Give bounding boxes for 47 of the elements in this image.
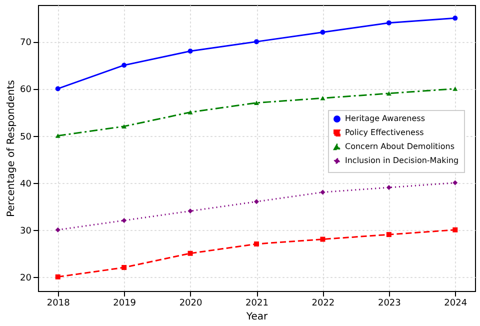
point bbox=[55, 86, 60, 92]
point bbox=[320, 236, 326, 242]
point bbox=[188, 48, 193, 54]
x-tick-label: 2021 bbox=[246, 298, 268, 308]
point bbox=[254, 39, 259, 44]
x-tick-label: 2019 bbox=[113, 298, 136, 308]
point bbox=[452, 16, 458, 21]
point bbox=[55, 274, 60, 280]
point bbox=[254, 199, 259, 204]
point bbox=[452, 227, 458, 232]
point bbox=[254, 241, 259, 246]
point bbox=[452, 86, 458, 91]
point bbox=[452, 180, 458, 186]
legend-label: Heritage Awareness bbox=[345, 114, 425, 123]
point bbox=[122, 218, 127, 223]
x-axis-title: Year bbox=[245, 312, 268, 322]
point bbox=[55, 227, 60, 232]
point bbox=[55, 134, 60, 138]
y-tick-label: 70 bbox=[20, 38, 32, 48]
legend-label: Inclusion in Decision-Making bbox=[345, 156, 459, 165]
y-tick-label: 30 bbox=[20, 226, 32, 236]
y-tick-label: 20 bbox=[20, 273, 32, 284]
point bbox=[386, 232, 392, 238]
point bbox=[188, 250, 193, 256]
x-tick-label: 2018 bbox=[46, 298, 70, 308]
y-tick-label: 50 bbox=[20, 132, 32, 142]
point bbox=[122, 264, 127, 270]
legend-label: Concern About Demolitions bbox=[345, 142, 455, 151]
y-tick-label: 40 bbox=[20, 179, 32, 190]
point bbox=[122, 62, 127, 68]
x-tick-label: 2020 bbox=[179, 298, 203, 308]
point bbox=[386, 91, 392, 96]
point bbox=[320, 190, 326, 195]
point bbox=[254, 100, 259, 106]
point bbox=[188, 110, 193, 114]
x-tick-label: 2022 bbox=[312, 298, 335, 308]
point bbox=[320, 30, 326, 35]
point bbox=[320, 96, 326, 100]
legend-label: Policy Effectiveness bbox=[345, 128, 424, 137]
point bbox=[386, 20, 392, 26]
y-tick-label: 60 bbox=[20, 85, 32, 96]
point bbox=[122, 124, 127, 129]
point bbox=[188, 208, 193, 214]
point bbox=[386, 185, 392, 190]
x-tick-label: 2024 bbox=[444, 298, 468, 308]
x-tick-label: 2023 bbox=[378, 298, 401, 308]
y-axis-title: Percentage of Respondents bbox=[6, 80, 18, 217]
